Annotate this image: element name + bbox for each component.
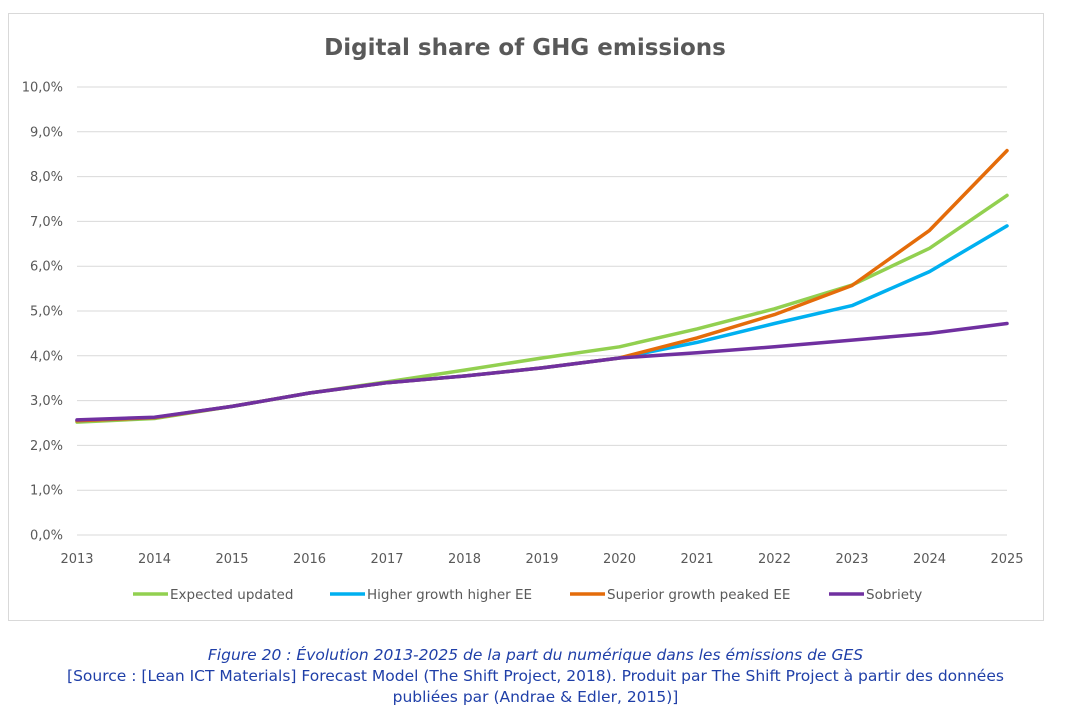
x-tick-label: 2016 xyxy=(293,552,326,567)
x-tick-label: 2023 xyxy=(835,552,868,567)
x-tick-label: 2015 xyxy=(215,552,248,567)
y-tick-label: 8,0% xyxy=(30,170,63,185)
x-tick-label: 2014 xyxy=(138,552,171,567)
legend-label-4: Sobriety xyxy=(866,587,922,603)
legend-label-1: Expected updated xyxy=(170,587,293,603)
x-tick-label: 2022 xyxy=(758,552,791,567)
y-tick-label: 10,0% xyxy=(22,81,63,96)
chart-frame xyxy=(8,13,1044,621)
chart-title: Digital share of GHG emissions xyxy=(324,35,726,61)
legend: Expected updated Higher growth higher EE S… xyxy=(133,587,922,603)
series-line-4 xyxy=(75,321,1009,422)
y-tick-label: 0,0% xyxy=(30,529,63,544)
x-tick-label: 2024 xyxy=(913,552,946,567)
legend-label-3: Superior growth peaked EE xyxy=(607,587,790,603)
x-tick-label: 2018 xyxy=(448,552,481,567)
figure-source-line-1: [Source : [Lean ICT Materials] Forecast … xyxy=(67,667,1004,685)
y-tick-label: 7,0% xyxy=(30,215,63,230)
x-axis-ticks: 2013 2014 2015 2016 2017 2018 2019 2020 2021 2022… xyxy=(60,552,1023,567)
y-tick-label: 4,0% xyxy=(30,349,63,364)
y-tick-label: 3,0% xyxy=(30,394,63,409)
series-line-2 xyxy=(75,224,1009,423)
y-axis-ticks: 0,0% 1,0% 2,0% 3,0% 4,0% 5,0% 6,0% 7,0% 8,0% 9,0%… xyxy=(22,81,63,544)
figure-source: [Source : [Lean ICT Materials] Forecast … xyxy=(0,666,1071,708)
figure-source-line-2: publiées par (Andrae & Edler, 2015)] xyxy=(392,688,679,706)
y-tick-label: 2,0% xyxy=(30,439,63,454)
x-tick-label: 2021 xyxy=(680,552,713,567)
line-chart: Digital share of GHG emissions 0,0% 1,0% 2… xyxy=(22,35,1024,603)
series-line-1 xyxy=(75,193,1009,424)
x-tick-label: 2013 xyxy=(60,552,93,567)
y-tick-label: 9,0% xyxy=(30,125,63,140)
x-tick-label: 2020 xyxy=(603,552,636,567)
x-tick-label: 2017 xyxy=(370,552,403,567)
y-tick-label: 6,0% xyxy=(30,260,63,275)
x-tick-label: 2025 xyxy=(990,552,1023,567)
y-tick-label: 5,0% xyxy=(30,305,63,320)
x-tick-label: 2019 xyxy=(525,552,558,567)
legend-label-2: Higher growth higher EE xyxy=(367,587,532,603)
y-tick-label: 1,0% xyxy=(30,484,63,499)
series-line-3 xyxy=(75,148,1009,423)
grid-lines xyxy=(77,86,1007,536)
series-lines xyxy=(75,148,1009,424)
figure-caption: Figure 20 : Évolution 2013-2025 de la pa… xyxy=(207,646,864,664)
